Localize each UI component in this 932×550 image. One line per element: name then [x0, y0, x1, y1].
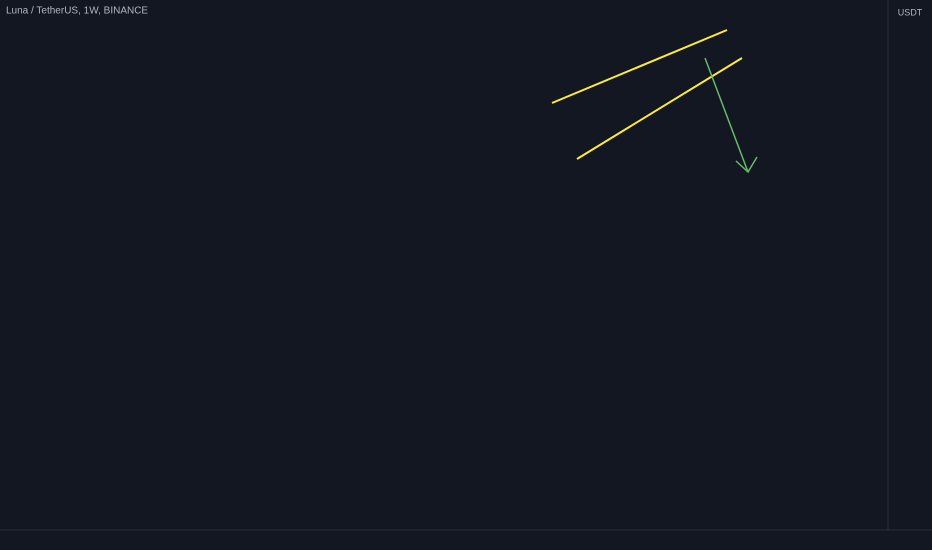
chart-title: Luna / TetherUS, 1W, BINANCE [6, 6, 148, 17]
drawings [551, 29, 758, 174]
trend-line [576, 57, 743, 160]
arrow [704, 57, 749, 173]
trend-line [551, 29, 728, 104]
currency-label: USDT [898, 7, 923, 17]
arrow-head [735, 156, 758, 174]
